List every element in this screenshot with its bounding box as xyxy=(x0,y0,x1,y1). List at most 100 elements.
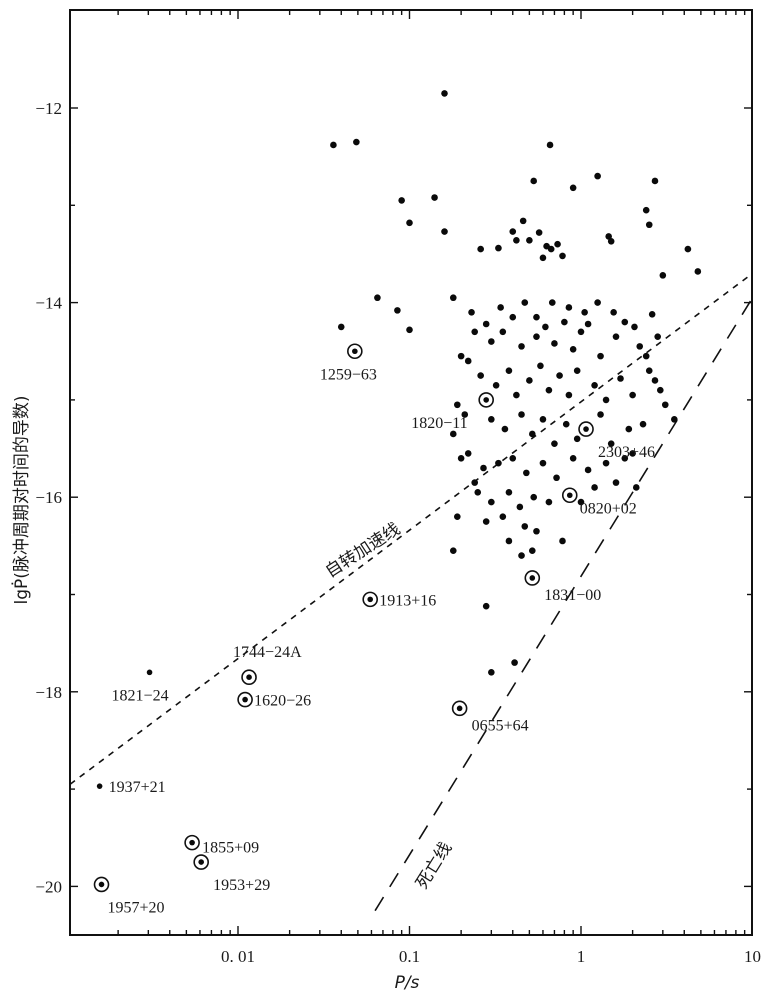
pulsar-label: 1855+09 xyxy=(202,840,259,857)
data-points xyxy=(330,90,702,676)
pulsar-ring xyxy=(237,691,253,708)
pulsar-point xyxy=(594,172,601,180)
pulsar-point xyxy=(471,328,479,336)
pulsar-point xyxy=(464,450,472,457)
pulsar-point xyxy=(441,228,448,235)
pulsar-point xyxy=(516,503,524,511)
labeled-pulsar: 1259−63 xyxy=(320,343,377,383)
pulsar-point xyxy=(495,459,502,467)
pulsar-point xyxy=(569,454,577,462)
pulsar-point xyxy=(518,411,525,418)
pulsar-point xyxy=(617,375,624,382)
pulsar-point xyxy=(584,320,592,328)
pulsar-point xyxy=(518,343,525,350)
pulsar-point xyxy=(464,357,472,365)
pulsar-point xyxy=(441,90,448,97)
pulsar-point xyxy=(367,596,374,603)
pulsar-point xyxy=(684,245,692,253)
pulsar-point xyxy=(607,440,615,447)
plot-frame xyxy=(69,9,753,936)
pulsar-point xyxy=(591,484,598,491)
pulsar-ring xyxy=(524,570,541,586)
pulsar-point xyxy=(553,474,560,482)
pulsar-point xyxy=(530,177,538,185)
pulsar-point xyxy=(533,313,540,321)
death-line xyxy=(374,297,754,912)
pulsar-point xyxy=(629,391,636,399)
pulsar-point xyxy=(577,328,585,336)
pulsar-label: 1744−24A xyxy=(233,644,302,661)
pulsar-point xyxy=(509,454,517,462)
y-axis-ticks: −12 −14 −16 −18 −20 xyxy=(35,99,752,896)
pulsar-point xyxy=(577,498,585,506)
pulsar-point xyxy=(566,492,573,499)
pulsar-point xyxy=(621,318,629,326)
pulsar-point xyxy=(573,367,581,375)
pulsar-point xyxy=(581,309,588,316)
pulsar-point xyxy=(398,197,405,204)
pulsar-point xyxy=(511,659,518,666)
pulsar-point xyxy=(513,391,520,399)
pulsar-point xyxy=(198,859,204,865)
pulsar-point xyxy=(501,425,509,433)
pulsar-point xyxy=(482,602,490,610)
pulsar-point xyxy=(539,459,547,467)
spin-up-line xyxy=(69,272,753,785)
pulsar-point xyxy=(528,547,536,555)
pulsar-point xyxy=(499,328,507,336)
x-tick-label: 1 xyxy=(577,947,586,966)
pulsar-label: 1831−00 xyxy=(544,587,601,604)
pulsar-point xyxy=(612,479,620,486)
pulsar-point xyxy=(597,352,604,360)
pulsar-point xyxy=(146,669,153,676)
pulsar-point xyxy=(657,386,664,394)
pulsar-point xyxy=(449,547,457,555)
pulsar-point xyxy=(533,527,540,535)
pulsar-point xyxy=(533,333,540,340)
x-tick-label: 0.1 xyxy=(399,947,420,966)
spin-up-line-label: 自转加速线 xyxy=(322,519,404,582)
pulsar-point xyxy=(539,254,547,262)
pulsar-point xyxy=(605,233,612,240)
pulsar-point xyxy=(482,320,490,328)
y-axis-title: lgṖ(脉冲周期对时间的导数) xyxy=(11,395,32,604)
pulsar-point xyxy=(535,229,543,236)
pulsar-point xyxy=(594,299,601,306)
labeled-pulsar: 1953+29 xyxy=(193,854,270,894)
pulsar-point xyxy=(488,338,495,345)
labeled-pulsar: 1821−24 xyxy=(112,669,169,704)
pulsar-point xyxy=(242,696,248,703)
pulsar-point xyxy=(554,240,561,248)
pulsar-point xyxy=(482,518,490,525)
pulsar-point xyxy=(374,294,381,302)
pulsar-point xyxy=(353,138,360,146)
pulsar-point xyxy=(98,881,105,888)
x-axis-ticks: 0. 01 0.1 1 10 xyxy=(117,10,761,966)
pulsar-label: 1620−26 xyxy=(254,693,311,710)
pulsar-point xyxy=(559,252,566,260)
pulsar-point xyxy=(468,309,475,316)
pulsar-point xyxy=(569,184,577,192)
labeled-pulsar: 1937+21 xyxy=(96,779,166,796)
plot-border xyxy=(69,9,753,936)
pulsar-point xyxy=(523,469,530,477)
pulsar-label: 1821−24 xyxy=(112,687,169,704)
pulsar-point xyxy=(518,552,525,559)
x-axis-title: P/s xyxy=(395,973,420,992)
pulsar-point xyxy=(461,411,469,418)
pulsar-point xyxy=(602,396,610,404)
pulsar-point xyxy=(471,479,479,486)
pulsar-point xyxy=(547,245,555,253)
pulsar-point xyxy=(573,435,581,443)
pulsar-point xyxy=(651,177,659,185)
pulsar-point xyxy=(642,352,650,360)
pulsar-point xyxy=(645,221,653,229)
pulsar-ring xyxy=(451,700,468,717)
pulsar-point xyxy=(457,352,465,360)
pulsar-point xyxy=(529,575,536,581)
y-tick-label: −18 xyxy=(35,683,62,702)
pulsar-ring xyxy=(241,669,257,686)
pulsar-point xyxy=(456,705,463,712)
pulsar-point xyxy=(526,237,533,244)
pulsar-point xyxy=(189,839,195,846)
